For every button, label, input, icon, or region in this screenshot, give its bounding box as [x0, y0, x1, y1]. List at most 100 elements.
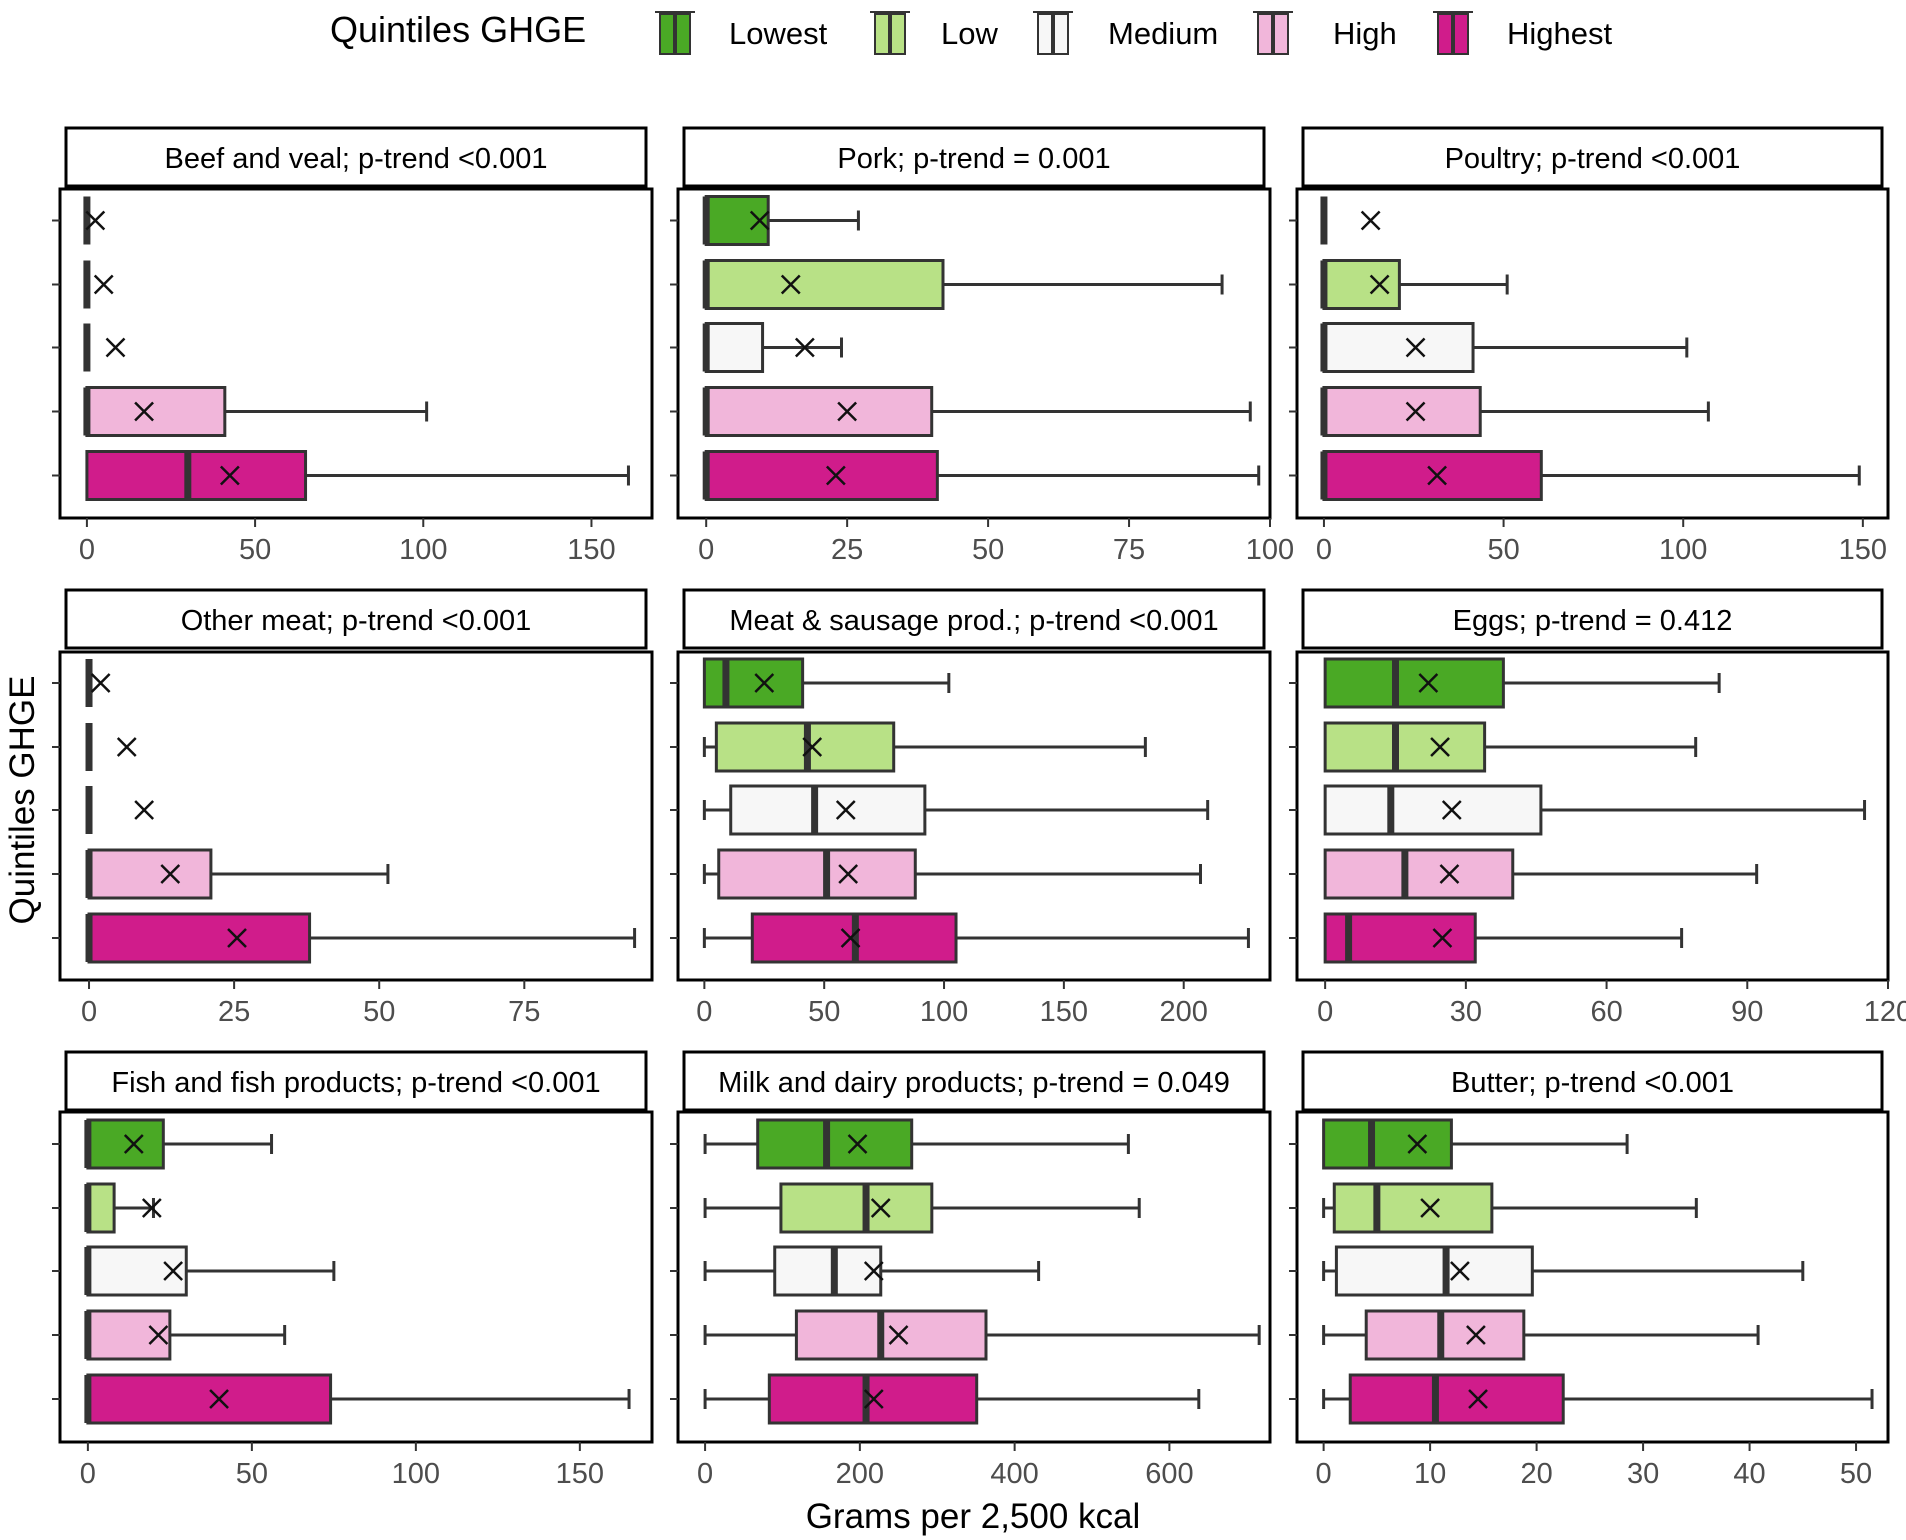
legend: Quintiles GHGE Lowest Low Medium High Highes… [330, 9, 1612, 55]
mean-marker [1441, 800, 1462, 820]
mean-marker [1407, 1134, 1428, 1154]
mean-marker [134, 401, 154, 422]
mean-marker [780, 274, 801, 295]
x-tick-label: 50 [363, 996, 395, 1028]
mean-marker [749, 210, 770, 231]
y-axis-label: Quintiles GHGE [3, 676, 42, 925]
iqr-box [717, 848, 917, 900]
box-lowest [84, 1118, 274, 1170]
panel-title: Poultry; p-trend <0.001 [1445, 143, 1741, 175]
box-lowest [702, 195, 860, 246]
x-tick-label: 600 [1145, 1458, 1193, 1490]
x-tick-label: 100 [1659, 534, 1707, 566]
mean-marker [802, 737, 823, 757]
box-medium [702, 784, 1210, 836]
mean-marker [116, 737, 137, 757]
x-tick-label: 150 [1040, 996, 1088, 1028]
legend-key-lowest [655, 11, 695, 55]
legend-label-high: High [1333, 16, 1397, 51]
x-tick-label: 0 [697, 1458, 713, 1490]
box-low [85, 723, 137, 771]
x-axis-label: Grams per 2,500 kcal [806, 1497, 1141, 1536]
box-lowest [85, 659, 111, 707]
x-tick-label: 0 [79, 534, 95, 566]
x-tick-label: 0 [1316, 534, 1332, 566]
box-high [1323, 848, 1759, 900]
mean-marker [1420, 1198, 1440, 1218]
panel-title: Other meat; p-trend <0.001 [181, 605, 532, 637]
mean-marker [835, 800, 856, 820]
panel: Beef and veal; p-trend <0.001 0 50 100 150 [52, 126, 654, 566]
panel-title: Meat & sausage prod.; p-trend <0.001 [729, 605, 1218, 637]
box-highest [702, 912, 1250, 964]
box-high [85, 848, 390, 900]
mean-marker [1432, 928, 1453, 948]
iqr-box [1322, 450, 1543, 501]
iqr-box [1348, 1373, 1565, 1425]
box-medium [84, 1245, 336, 1297]
panel-strip [682, 126, 1266, 188]
legend-label-lowest: Lowest [729, 16, 828, 51]
box-medium [1322, 1245, 1805, 1297]
mean-marker [1405, 401, 1426, 422]
x-tick-label: 30 [1627, 1458, 1659, 1490]
panel-strip [1301, 126, 1884, 188]
iqr-box [1322, 1118, 1453, 1170]
iqr-box [704, 195, 770, 246]
box-low [1322, 1182, 1698, 1234]
box-high [703, 1309, 1261, 1361]
x-tick-label: 50 [1487, 534, 1519, 566]
iqr-box [1322, 322, 1475, 373]
x-tick-label: 150 [556, 1458, 604, 1490]
x-tick-label: 100 [392, 1458, 440, 1490]
x-tick-label: 50 [972, 534, 1004, 566]
iqr-box [86, 1373, 333, 1425]
x-tick-label: 25 [218, 996, 250, 1028]
x-tick-label: 100 [920, 996, 968, 1028]
box-high [702, 386, 1252, 437]
x-tick-label: 60 [1590, 996, 1622, 1028]
legend-label-highest: Highest [1507, 16, 1612, 51]
x-tick-label: 0 [698, 534, 714, 566]
x-tick-label: 0 [1317, 996, 1333, 1028]
panel-title: Eggs; p-trend = 0.412 [1453, 605, 1733, 637]
iqr-box [1322, 386, 1482, 437]
panel-strip [64, 126, 648, 188]
panel: Other meat; p-trend <0.001 0 25 50 75 [52, 588, 654, 1028]
box-medium [703, 1245, 1041, 1297]
box-medium [83, 323, 126, 372]
box-highest [703, 1373, 1201, 1425]
box-low [703, 1182, 1141, 1234]
box-high [702, 848, 1202, 900]
x-tick-label: 30 [1450, 996, 1482, 1028]
mean-marker [123, 1134, 144, 1154]
mean-marker [838, 864, 859, 884]
x-tick-label: 40 [1733, 1458, 1765, 1490]
mean-marker [863, 1261, 884, 1281]
box-medium [1323, 784, 1867, 836]
x-tick-label: 50 [236, 1458, 268, 1490]
box-lowest [702, 657, 951, 709]
iqr-box [1322, 259, 1401, 310]
box-high [84, 1309, 287, 1361]
box-highest [85, 912, 637, 964]
mean-marker [93, 274, 114, 295]
x-tick-label: 25 [831, 534, 863, 566]
legend-key-medium [1033, 11, 1073, 55]
x-tick-label: 100 [1246, 534, 1294, 566]
mean-marker [141, 1198, 162, 1218]
mean-marker [148, 1325, 169, 1345]
mean-marker [1439, 864, 1460, 884]
iqr-box [773, 1245, 883, 1297]
mean-marker [1430, 737, 1450, 757]
mean-marker [847, 1134, 868, 1154]
box-low [84, 1182, 162, 1234]
box-medium [702, 322, 844, 373]
x-tick-label: 200 [836, 1458, 884, 1490]
panel-title: Butter; p-trend <0.001 [1451, 1067, 1734, 1099]
iqr-box [1332, 1182, 1494, 1234]
x-tick-label: 400 [990, 1458, 1038, 1490]
mean-marker [1466, 1325, 1486, 1345]
box-lowest [83, 196, 106, 245]
panel: Meat & sausage prod.; p-trend <0.001 0 50 1… [670, 588, 1272, 1028]
